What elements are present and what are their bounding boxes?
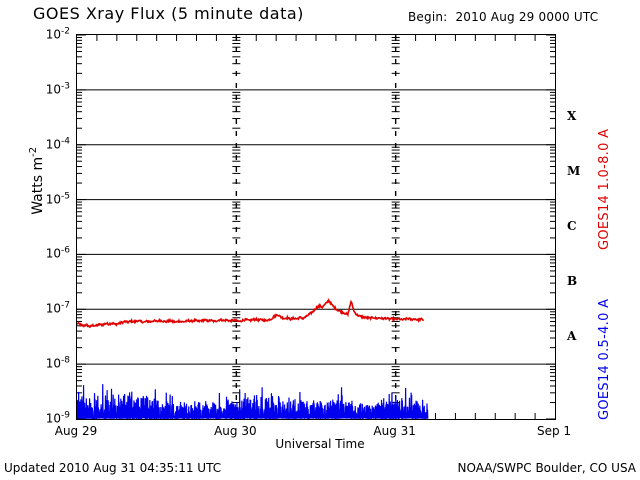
x-tick-label: Aug 29: [54, 424, 98, 438]
begin-time-label: Begin: 2010 Aug 29 0000 UTC: [408, 10, 599, 24]
legend-short-channel: GOES14 0.5-4.0 A: [597, 298, 612, 420]
y-axis-label-text: Watts m: [29, 156, 46, 215]
y-tick-label: 10-5: [45, 191, 70, 207]
y-tick-label: 10-4: [45, 136, 70, 152]
flare-class-letter-a: A: [567, 328, 577, 343]
series-line-long-channel: [77, 297, 424, 329]
x-axis-label: Universal Time: [275, 437, 365, 451]
x-tick-label: Aug 30: [214, 424, 257, 438]
updated-timestamp: Updated 2010 Aug 31 04:35:11 UTC: [4, 461, 222, 475]
flare-class-letter-c: C: [567, 219, 577, 233]
credit-label: NOAA/SWPC Boulder, CO USA: [457, 461, 636, 475]
plot-area: [76, 34, 556, 420]
flare-class-letter-b: B: [567, 273, 578, 288]
flare-class-letter-m: M: [567, 164, 581, 179]
y-tick-label: 10-3: [45, 81, 70, 97]
flare-class-letter-x: X: [567, 109, 577, 124]
legend-long-channel: GOES14 1.0-8.0 A: [597, 128, 612, 250]
page-title: GOES Xray Flux (5 minute data): [33, 4, 304, 23]
y-tick-label: 10-6: [45, 245, 70, 261]
x-tick-label: Sep 1: [536, 424, 572, 438]
y-tick-label: 10-8: [45, 355, 70, 371]
gridlines: [77, 35, 555, 419]
axis-ticks: [77, 35, 555, 419]
y-axis-label-exponent: -2: [28, 146, 40, 157]
x-tick-label: Aug 31: [373, 424, 416, 438]
y-axis-label: Watts m-2: [28, 126, 46, 236]
series-line-short-channel: [77, 384, 429, 419]
y-tick-label: 10-2: [45, 26, 70, 42]
y-tick-label: 10-9: [45, 410, 70, 426]
flux-plot-svg: [77, 35, 555, 419]
y-tick-label: 10-7: [45, 300, 70, 316]
